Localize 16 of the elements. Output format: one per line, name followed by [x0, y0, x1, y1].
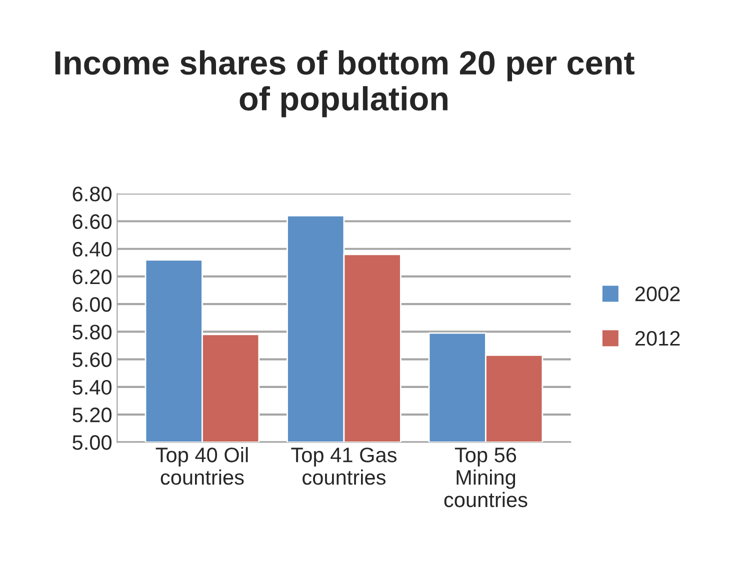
y-tick-label: 6.20	[72, 269, 112, 284]
y-tick-label: 5.20	[72, 408, 112, 422]
y-tick-label: 5.80	[72, 324, 112, 340]
legend-label: 2002	[635, 286, 680, 302]
chart-title: Income shares of bottom 20 per cent of population	[55, 50, 634, 118]
y-tick-label: 5.40	[72, 380, 112, 395]
legend-label: 2012	[635, 330, 680, 346]
x-tick-label: Top 40 Oil countries	[156, 447, 248, 485]
y-tick-label: 6.80	[72, 186, 112, 202]
y-tick-label: 6.00	[72, 297, 112, 312]
y-tick-label: 6.40	[72, 242, 112, 257]
y-tick-label: 6.60	[72, 214, 112, 229]
x-tick-label: Top 41 Gas countries	[291, 448, 396, 485]
y-tick-label: 5.00	[72, 435, 112, 450]
y-tick-label: 5.60	[72, 352, 112, 368]
x-tick-label: Top 56 Mining countries	[444, 448, 528, 508]
